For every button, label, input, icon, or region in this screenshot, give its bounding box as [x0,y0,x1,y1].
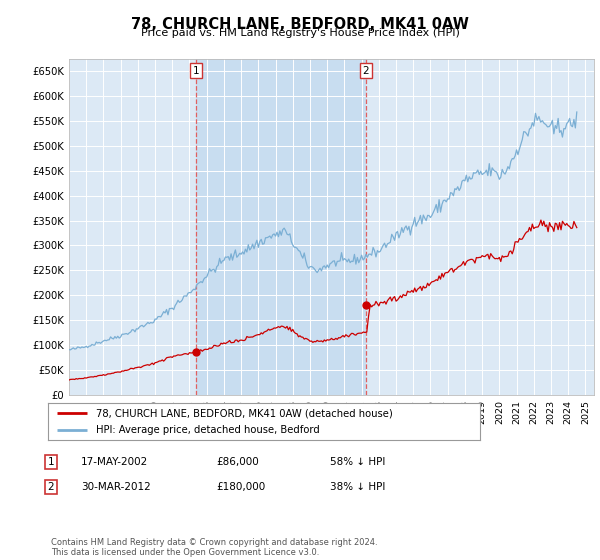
Text: Price paid vs. HM Land Registry's House Price Index (HPI): Price paid vs. HM Land Registry's House … [140,28,460,38]
Text: 1: 1 [193,66,199,76]
Text: £86,000: £86,000 [216,457,259,467]
Text: 1: 1 [47,457,55,467]
Text: HPI: Average price, detached house, Bedford: HPI: Average price, detached house, Bedf… [95,425,319,435]
Text: 30-MAR-2012: 30-MAR-2012 [81,482,151,492]
Text: 17-MAY-2002: 17-MAY-2002 [81,457,148,467]
Text: Contains HM Land Registry data © Crown copyright and database right 2024.
This d: Contains HM Land Registry data © Crown c… [51,538,377,557]
Text: 78, CHURCH LANE, BEDFORD, MK41 0AW: 78, CHURCH LANE, BEDFORD, MK41 0AW [131,17,469,32]
Text: 58% ↓ HPI: 58% ↓ HPI [330,457,385,467]
Bar [196,59,366,395]
Text: 2: 2 [47,482,55,492]
Text: 38% ↓ HPI: 38% ↓ HPI [330,482,385,492]
Text: 78, CHURCH LANE, BEDFORD, MK41 0AW (detached house): 78, CHURCH LANE, BEDFORD, MK41 0AW (deta… [95,408,392,418]
Text: 2: 2 [362,66,369,76]
Text: £180,000: £180,000 [216,482,265,492]
